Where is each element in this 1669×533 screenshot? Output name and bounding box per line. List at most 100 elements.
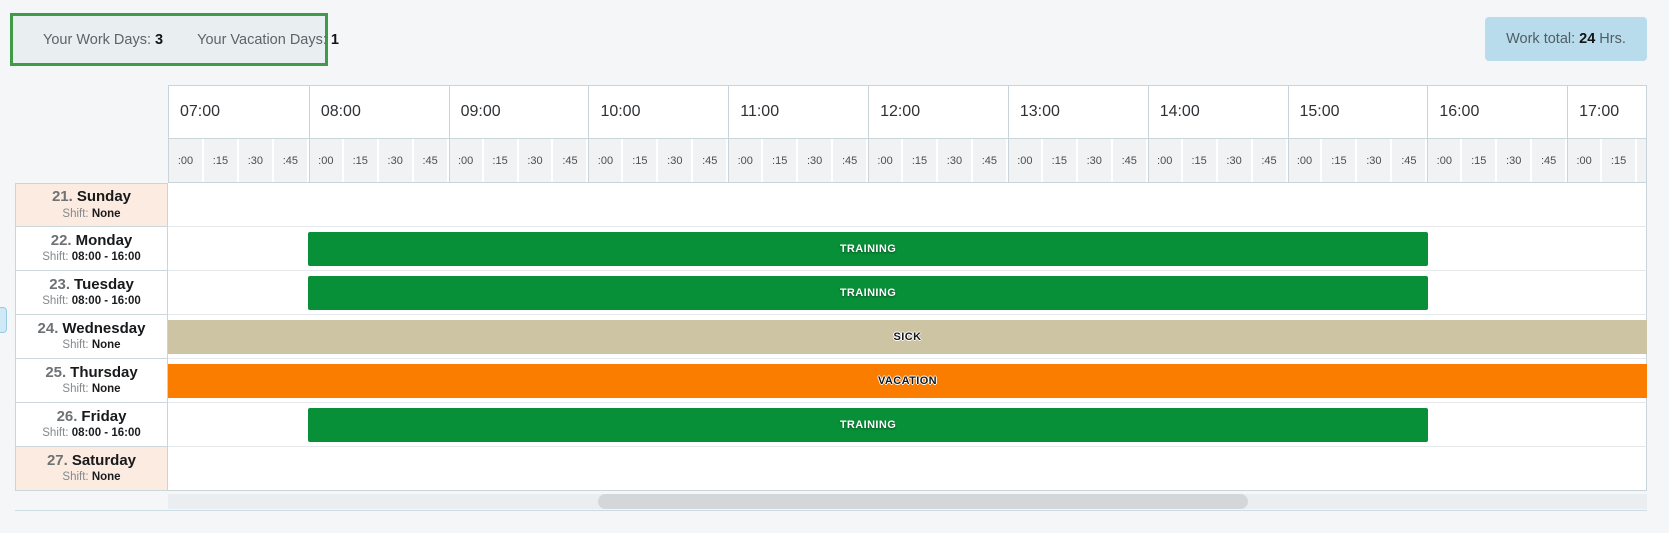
minute-header-cell: :00	[1007, 139, 1043, 182]
event-label: SICK	[893, 331, 922, 343]
day-name: Wednesday	[62, 319, 146, 337]
day-shift: Shift: None	[62, 339, 120, 352]
minute-header-sliver	[1637, 139, 1647, 182]
shift-value: None	[91, 383, 121, 396]
day-label-thursday[interactable]: 25. Thursday Shift: None	[15, 359, 168, 403]
event-label: TRAINING	[839, 419, 897, 431]
day-name: Saturday	[71, 451, 137, 469]
day-timeline-thursday[interactable]: VACATION	[168, 359, 1647, 403]
day-number: 26.	[56, 407, 78, 425]
day-title: 24. Wednesday	[38, 319, 146, 338]
day-number: 23.	[49, 275, 71, 293]
minute-header-cell: :30	[798, 139, 834, 182]
shift-value: None	[91, 471, 121, 484]
day-name: Thursday	[70, 363, 138, 381]
event-bar-vacation[interactable]: VACATION	[168, 364, 1647, 398]
day-label-friday[interactable]: 26. Friday Shift: 08:00 - 16:00	[15, 403, 168, 447]
event-label: TRAINING	[839, 287, 897, 299]
minute-header-cell: :00	[1427, 139, 1463, 182]
minute-header-cell: :15	[1602, 139, 1638, 182]
work-days-summary: Your Work Days: 3	[43, 32, 163, 48]
day-row-sunday: 21. Sunday Shift: None	[15, 183, 1647, 227]
day-timeline-friday[interactable]: TRAINING	[168, 403, 1647, 447]
work-total-unit: Hrs.	[1599, 31, 1626, 47]
minute-header-cell: :00	[1567, 139, 1603, 182]
day-name: Tuesday	[74, 275, 134, 293]
day-title: 22. Monday	[50, 231, 133, 250]
day-row-friday: 26. Friday Shift: 08:00 - 16:00 TRAINING	[15, 403, 1647, 447]
work-total-badge: Work total: 24 Hrs.	[1485, 17, 1647, 61]
day-name: Sunday	[76, 188, 132, 206]
work-days-value: 3	[155, 31, 164, 48]
day-row-wednesday: 24. Wednesday Shift: None SICK	[15, 315, 1647, 359]
minute-header-cell: :15	[343, 139, 379, 182]
minute-header-cell: :30	[518, 139, 554, 182]
minute-header-cell: :15	[623, 139, 659, 182]
day-timeline-wednesday[interactable]: SICK	[168, 315, 1647, 359]
hour-header-cell: 15:00	[1287, 86, 1428, 138]
shift-value: None	[91, 339, 121, 352]
time-header: 07:00 08:00 09:00 10:00 11:00 12:00 13:00 14:00…	[168, 85, 1647, 183]
minute-header-cell: :00	[448, 139, 484, 182]
minute-header-cell: :30	[1357, 139, 1393, 182]
day-name: Friday	[81, 407, 127, 425]
panel-bottom-border	[15, 510, 1647, 511]
minute-header-cell: :45	[1392, 139, 1428, 182]
day-label-monday[interactable]: 22. Monday Shift: 08:00 - 16:00	[15, 227, 168, 271]
hour-header-cell: 12:00	[868, 86, 1008, 138]
work-days-label: Your Work Days:	[43, 31, 151, 48]
day-shift: Shift: None	[62, 471, 120, 484]
hour-header-cell: 17:00	[1567, 86, 1646, 138]
event-bar-training[interactable]: TRAINING	[308, 276, 1428, 310]
minute-header-cell: :30	[1497, 139, 1533, 182]
horizontal-scrollbar-track[interactable]	[168, 494, 1647, 509]
shift-prefix: Shift:	[42, 427, 69, 440]
minute-header-cell: :00	[1147, 139, 1183, 182]
event-bar-training[interactable]: TRAINING	[308, 232, 1428, 266]
day-shift: Shift: 08:00 - 16:00	[42, 295, 140, 308]
minute-header-cell: :15	[1042, 139, 1078, 182]
day-label-sunday[interactable]: 21. Sunday Shift: None	[15, 183, 168, 227]
day-row-tuesday: 23. Tuesday Shift: 08:00 - 16:00 TRAINING	[15, 271, 1647, 315]
day-row-monday: 22. Monday Shift: 08:00 - 16:00 TRAINING	[15, 227, 1647, 271]
day-timeline-monday[interactable]: TRAINING	[168, 227, 1647, 271]
minute-header-cell: :00	[169, 139, 204, 182]
minute-header-cell: :30	[1217, 139, 1253, 182]
day-timeline-tuesday[interactable]: TRAINING	[168, 271, 1647, 315]
left-edge-handle[interactable]	[0, 307, 7, 333]
minute-header-cell: :30	[378, 139, 414, 182]
day-timeline-sunday[interactable]	[168, 183, 1647, 227]
minute-header-cell: :30	[937, 139, 973, 182]
day-label-saturday[interactable]: 27. Saturday Shift: None	[15, 447, 168, 491]
day-number: 22.	[50, 231, 72, 249]
minute-header-cell: :45	[1112, 139, 1148, 182]
shift-value: None	[91, 207, 121, 220]
minute-header-cell: :45	[553, 139, 589, 182]
hour-header-cell: 10:00	[588, 86, 728, 138]
event-bar-training[interactable]: TRAINING	[308, 408, 1428, 442]
day-label-wednesday[interactable]: 24. Wednesday Shift: None	[15, 315, 168, 359]
vacation-days-value: 1	[330, 31, 339, 48]
horizontal-scrollbar-thumb[interactable]	[598, 494, 1248, 509]
hour-header-cell: 07:00	[180, 103, 221, 120]
event-bar-sick[interactable]: SICK	[168, 320, 1647, 354]
minute-header-cell: :00	[588, 139, 624, 182]
minute-header-cell: :15	[903, 139, 938, 182]
day-shift: Shift: None	[62, 383, 120, 396]
shift-value: 08:00 - 16:00	[71, 295, 141, 308]
day-title: 26. Friday	[56, 407, 127, 426]
day-timeline-saturday[interactable]	[168, 447, 1647, 491]
hour-header-cell: 14:00	[1147, 86, 1288, 138]
work-total-value: 24	[1579, 31, 1596, 47]
shift-value: 08:00 - 16:00	[71, 251, 141, 264]
hours-header-row: 07:00 08:00 09:00 10:00 11:00 12:00 13:00 14:00…	[168, 85, 1647, 138]
shift-prefix: Shift:	[42, 251, 69, 264]
day-label-tuesday[interactable]: 23. Tuesday Shift: 08:00 - 16:00	[15, 271, 168, 315]
minute-header-cell: :30	[658, 139, 694, 182]
minute-header-cell: :15	[1462, 139, 1498, 182]
minute-header-cell: :00	[308, 139, 344, 182]
minute-header-cell: :45	[273, 139, 309, 182]
day-title: 23. Tuesday	[49, 275, 134, 294]
minute-header-cell: :15	[483, 139, 519, 182]
day-row-thursday: 25. Thursday Shift: None VACATION	[15, 359, 1647, 403]
